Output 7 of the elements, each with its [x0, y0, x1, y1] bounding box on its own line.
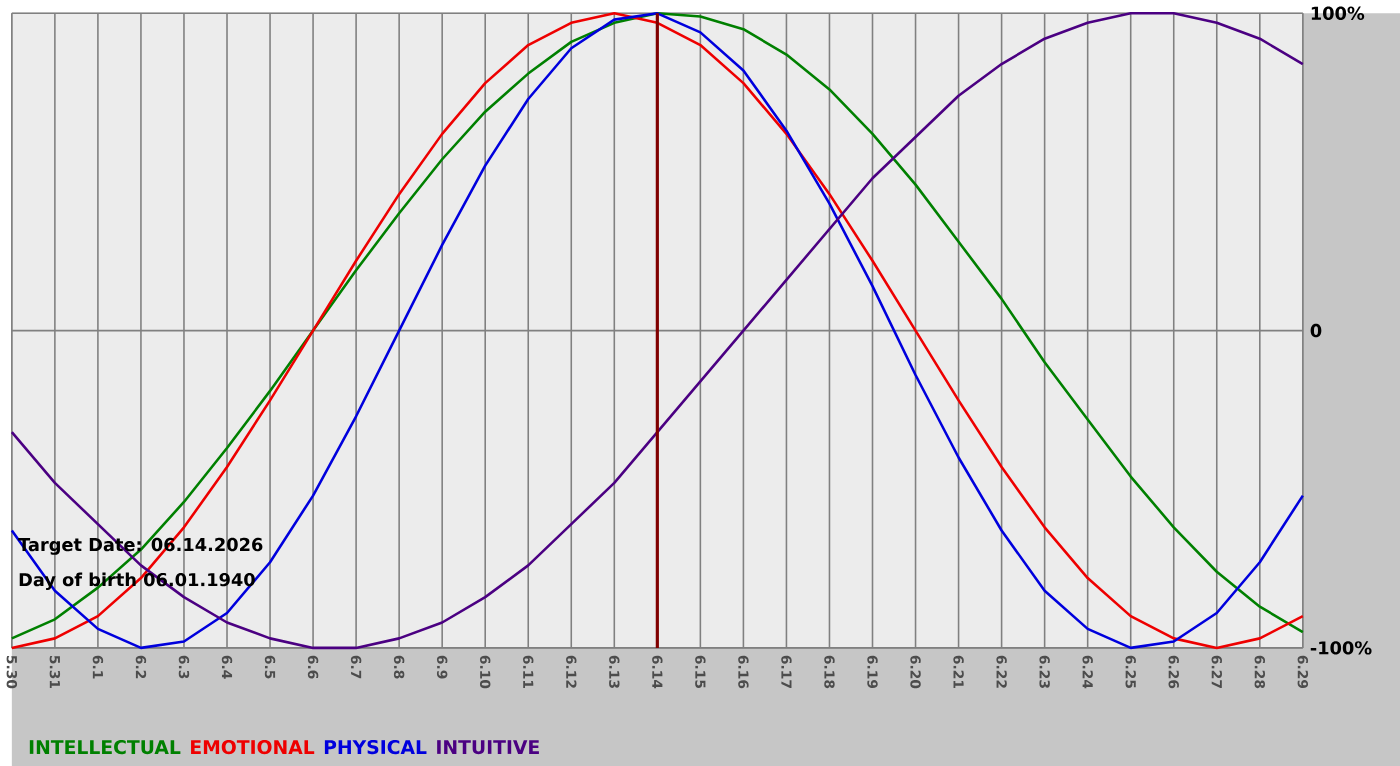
- y-tick-label: -100%: [1310, 640, 1372, 655]
- text: EMOTIONAL: [191, 739, 315, 754]
- text: PHYSICAL: [324, 739, 427, 754]
- text: INTUITIVE: [437, 739, 539, 754]
- y-tick-label: 0: [1310, 323, 1322, 337]
- text: INTELLECTUAL: [29, 739, 181, 754]
- y-tick-label: 100%: [1311, 6, 1365, 20]
